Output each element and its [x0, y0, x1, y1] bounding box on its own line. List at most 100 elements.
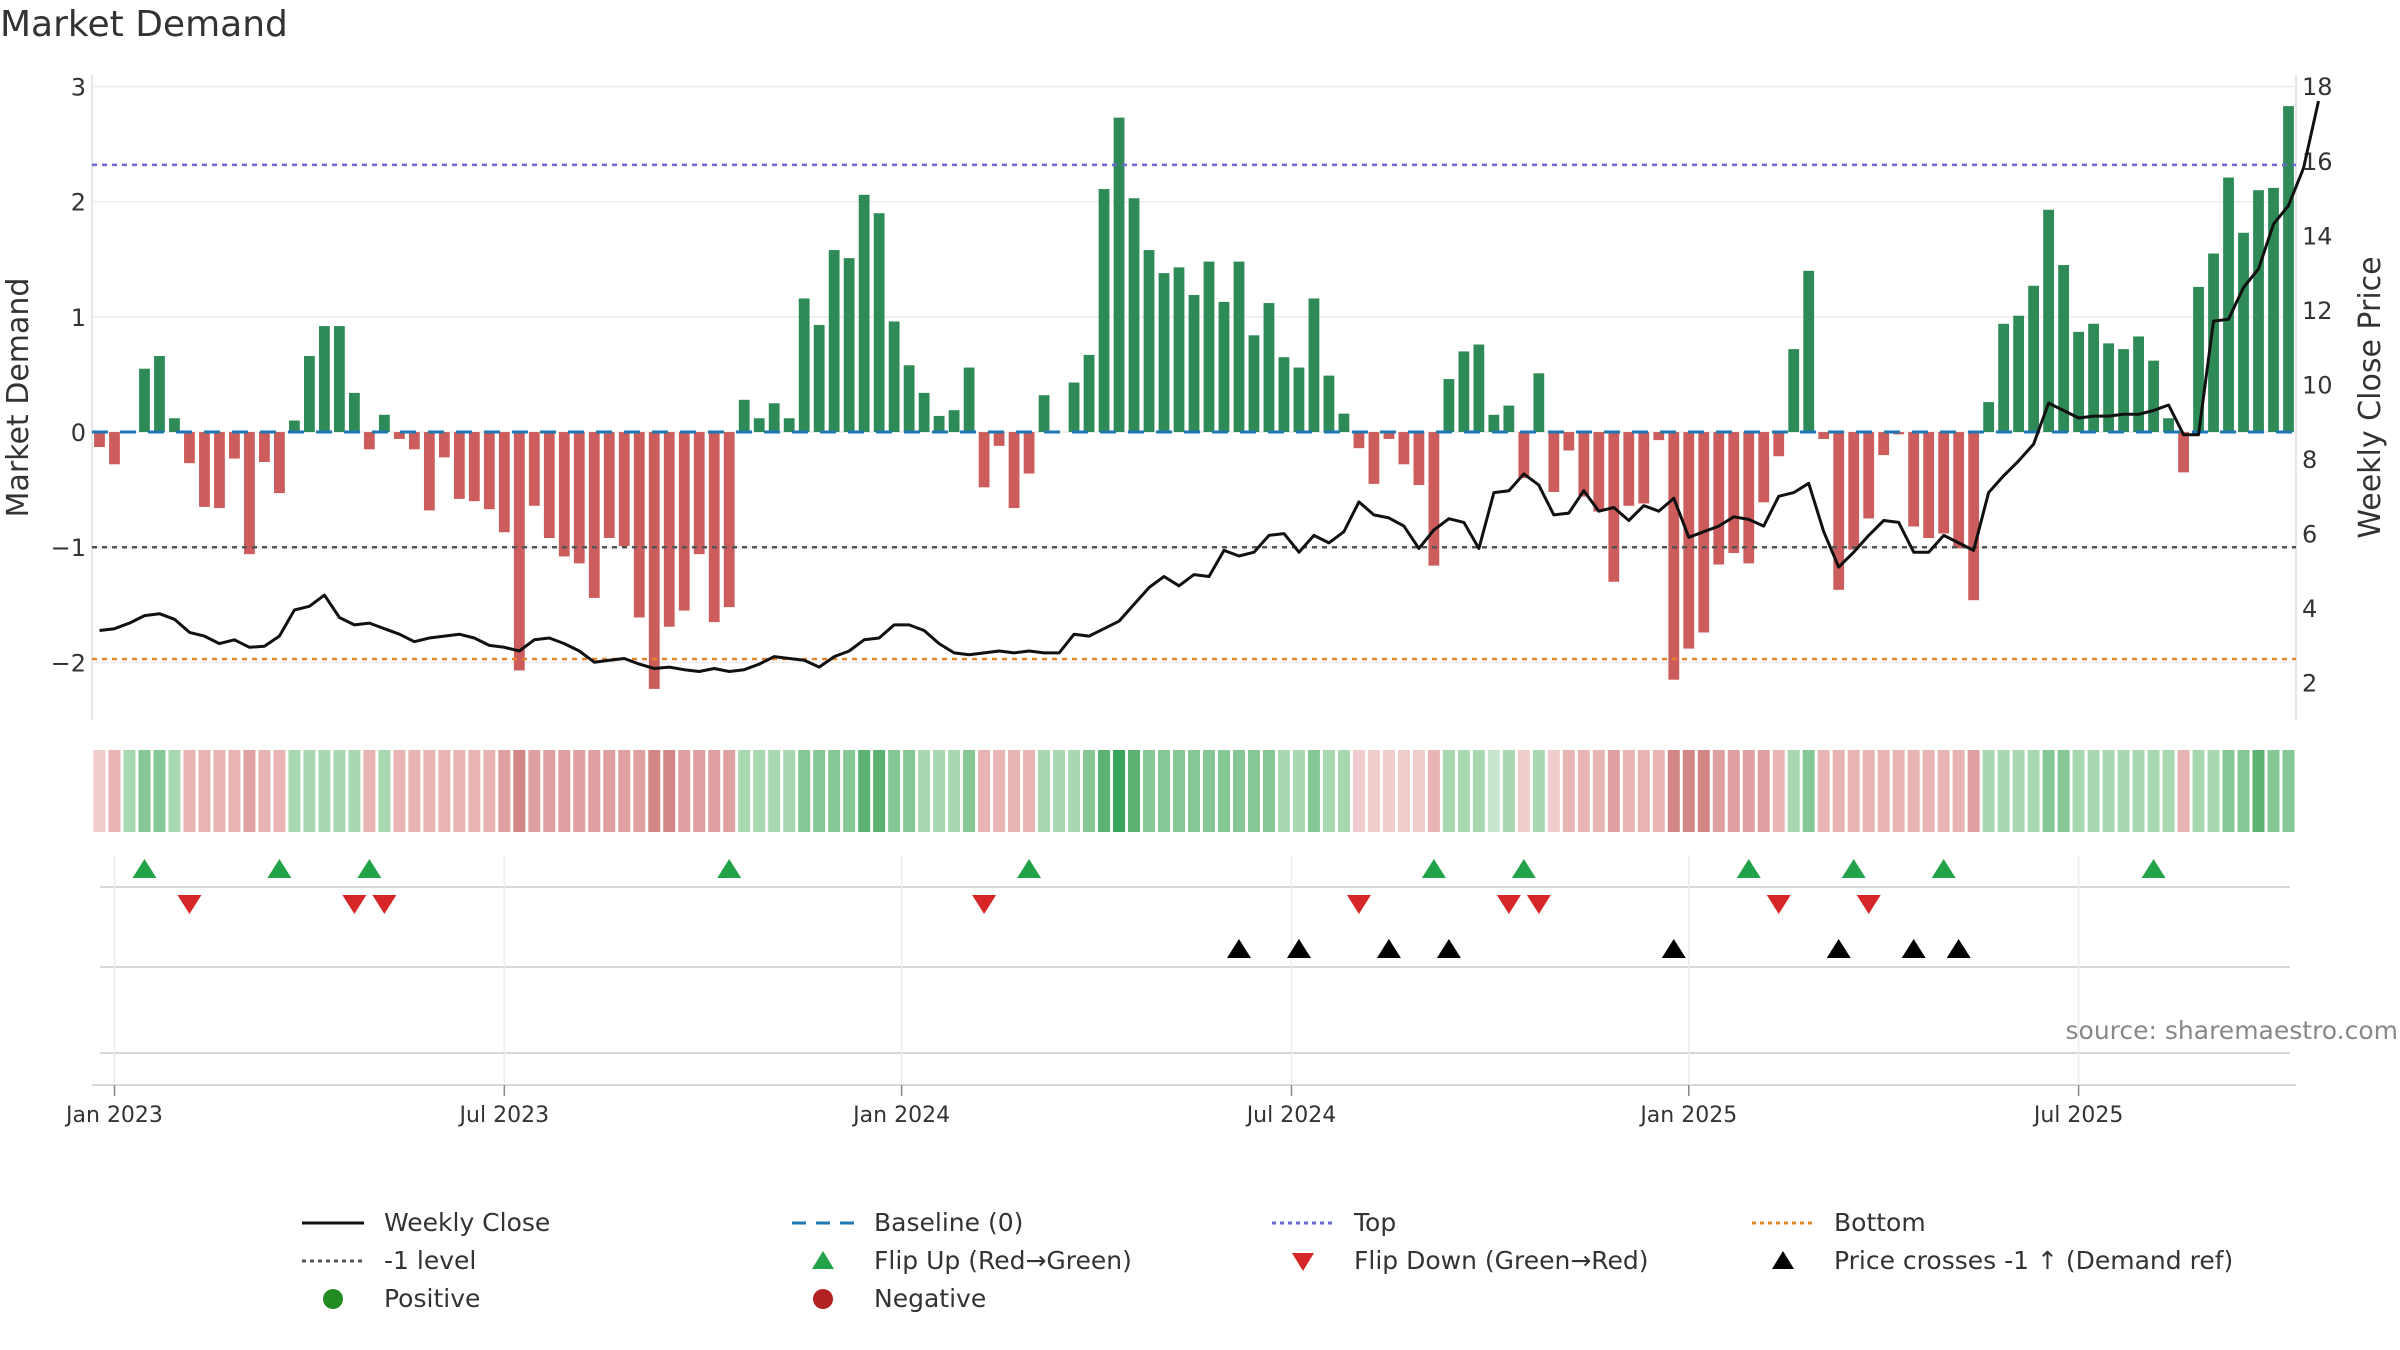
strip-cell — [1397, 750, 1410, 832]
flip-down-marker — [972, 895, 997, 914]
bar-positive — [738, 399, 750, 433]
bar-positive — [888, 321, 900, 433]
bar-negative — [1713, 432, 1725, 565]
strip-cell — [1098, 750, 1111, 832]
bar-positive — [1128, 198, 1140, 433]
bar-positive — [2013, 315, 2025, 433]
bar-negative — [1683, 432, 1695, 649]
strip-cell — [1292, 750, 1305, 832]
strip-cell — [993, 750, 1006, 832]
legend-negative-label: Negative — [874, 1284, 987, 1313]
bar-positive — [289, 420, 300, 433]
bar-negative — [483, 432, 495, 510]
bar-negative — [633, 432, 645, 618]
bar-negative — [1908, 432, 1920, 527]
strip-cell — [918, 750, 931, 832]
flip-down-marker — [1856, 895, 1881, 914]
strip-cell — [453, 750, 466, 832]
y-tick-label: 0 — [71, 419, 86, 447]
strip-cell — [2267, 750, 2280, 832]
bar-positive — [1188, 294, 1200, 433]
bar-negative — [2178, 432, 2189, 473]
bar-negative — [573, 432, 585, 564]
y2-tick-label: 12 — [2302, 297, 2333, 325]
y2-axis-title: Weekly Close Price — [2353, 256, 2388, 538]
strip-cell — [1322, 750, 1335, 832]
legend-baseline-label: Baseline (0) — [874, 1208, 1024, 1237]
bar-negative — [393, 432, 405, 439]
strip-cell — [1262, 750, 1275, 832]
bar-negative — [1968, 432, 1980, 601]
strip-cell — [963, 750, 976, 832]
strip-cell — [348, 750, 361, 832]
strip-cell — [2117, 750, 2130, 832]
strip-cell — [318, 750, 331, 832]
flip-down-marker — [1766, 895, 1791, 914]
strip-cell — [1907, 750, 1920, 832]
strip-cell — [633, 750, 646, 832]
strip-cell — [873, 750, 886, 832]
strip-cell — [933, 750, 946, 832]
bar-negative — [558, 432, 570, 557]
strip-cell — [1217, 750, 1230, 832]
bar-positive — [2193, 286, 2204, 433]
legend-minus1-label: -1 level — [384, 1246, 477, 1275]
strip-cell — [1083, 750, 1096, 832]
bar-negative — [1773, 432, 1785, 457]
bar-positive — [333, 326, 345, 433]
bar-positive — [2073, 331, 2084, 433]
bar-negative — [199, 432, 210, 507]
bar-positive — [798, 298, 810, 433]
bar-positive — [154, 356, 165, 433]
bar-positive — [873, 213, 885, 433]
bar-negative — [94, 432, 105, 448]
strip-cell — [1562, 750, 1575, 832]
bar-positive — [1323, 375, 1335, 433]
bar-positive — [2223, 177, 2234, 433]
strip-cell — [1352, 750, 1365, 832]
y2-tick-label: 14 — [2302, 222, 2333, 250]
bar-positive — [933, 415, 945, 433]
flip-up-marker — [1421, 859, 1446, 878]
flip-up-marker — [1017, 859, 1042, 878]
legend-flip-down-symbol — [1292, 1253, 1314, 1271]
strip-cell — [768, 750, 781, 832]
legend-price-cross-symbol — [1772, 1251, 1794, 1269]
bar-positive — [903, 365, 915, 433]
bar-positive — [318, 326, 330, 433]
legend-positive-label: Positive — [384, 1284, 481, 1313]
strip-cell — [408, 750, 421, 832]
y2-tick-label: 2 — [2302, 670, 2317, 698]
x-tick-label: Jan 2023 — [64, 1103, 163, 1128]
bar-positive — [948, 410, 960, 433]
bar-positive — [2208, 253, 2219, 433]
bar-negative — [1368, 432, 1380, 484]
strip-cell — [1832, 750, 1845, 832]
strip-cell — [1862, 750, 1875, 832]
flip-up-marker — [1736, 859, 1761, 878]
strip-cell — [498, 750, 511, 832]
legend-baseline-symbol — [792, 1221, 854, 1225]
bar-positive — [1098, 189, 1110, 433]
bar-positive — [1308, 298, 1320, 433]
bar-positive — [1248, 335, 1260, 433]
strip-cell — [1307, 750, 1320, 832]
legend-minus1-symbol — [302, 1259, 364, 1263]
price-cross-marker — [1286, 939, 1311, 958]
flip-up-marker — [1931, 859, 1956, 878]
bar-positive — [139, 368, 150, 433]
bar-positive — [2118, 349, 2129, 433]
bar-negative — [1383, 432, 1395, 439]
bar-negative — [438, 432, 450, 458]
bar-positive — [783, 418, 795, 433]
strip-cell — [783, 750, 796, 832]
bar-positive — [378, 414, 390, 433]
strip-cell — [1697, 750, 1710, 832]
bar-positive — [2088, 323, 2099, 433]
strip-cell — [693, 750, 706, 832]
bar-negative — [259, 432, 270, 462]
flip-up-marker — [2141, 859, 2166, 878]
bar-negative — [363, 432, 375, 450]
strip-cell — [1787, 750, 1800, 832]
bar-positive — [1203, 261, 1215, 433]
